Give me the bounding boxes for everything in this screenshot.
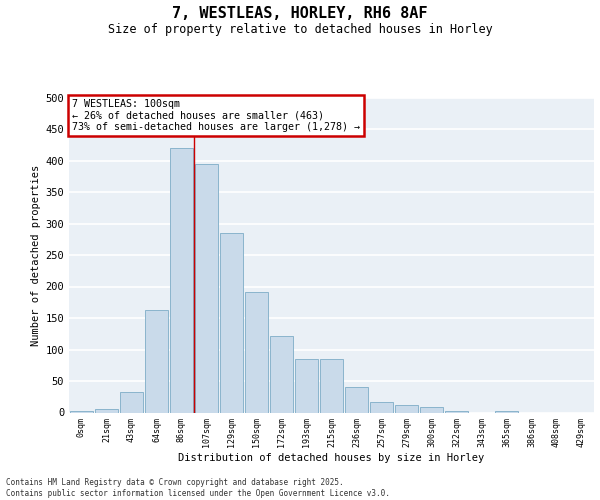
Bar bbox=[70, 410, 93, 412]
Bar bbox=[445, 410, 468, 412]
Bar bbox=[345, 388, 368, 412]
Bar bbox=[270, 336, 293, 412]
Bar bbox=[295, 359, 318, 412]
Bar bbox=[395, 405, 418, 412]
Bar bbox=[420, 408, 443, 412]
Bar bbox=[120, 392, 143, 412]
Bar bbox=[95, 410, 118, 412]
X-axis label: Distribution of detached houses by size in Horley: Distribution of detached houses by size … bbox=[178, 453, 485, 463]
Text: 7 WESTLEAS: 100sqm
← 26% of detached houses are smaller (463)
73% of semi-detach: 7 WESTLEAS: 100sqm ← 26% of detached hou… bbox=[71, 99, 359, 132]
Text: Contains HM Land Registry data © Crown copyright and database right 2025.
Contai: Contains HM Land Registry data © Crown c… bbox=[6, 478, 390, 498]
Bar bbox=[220, 233, 243, 412]
Text: Size of property relative to detached houses in Horley: Size of property relative to detached ho… bbox=[107, 22, 493, 36]
Bar bbox=[495, 411, 518, 412]
Bar bbox=[145, 310, 168, 412]
Bar bbox=[320, 359, 343, 412]
Text: 7, WESTLEAS, HORLEY, RH6 8AF: 7, WESTLEAS, HORLEY, RH6 8AF bbox=[172, 6, 428, 20]
Y-axis label: Number of detached properties: Number of detached properties bbox=[31, 164, 41, 346]
Bar bbox=[195, 164, 218, 412]
Bar bbox=[245, 292, 268, 412]
Bar bbox=[170, 148, 193, 412]
Bar bbox=[370, 402, 393, 412]
